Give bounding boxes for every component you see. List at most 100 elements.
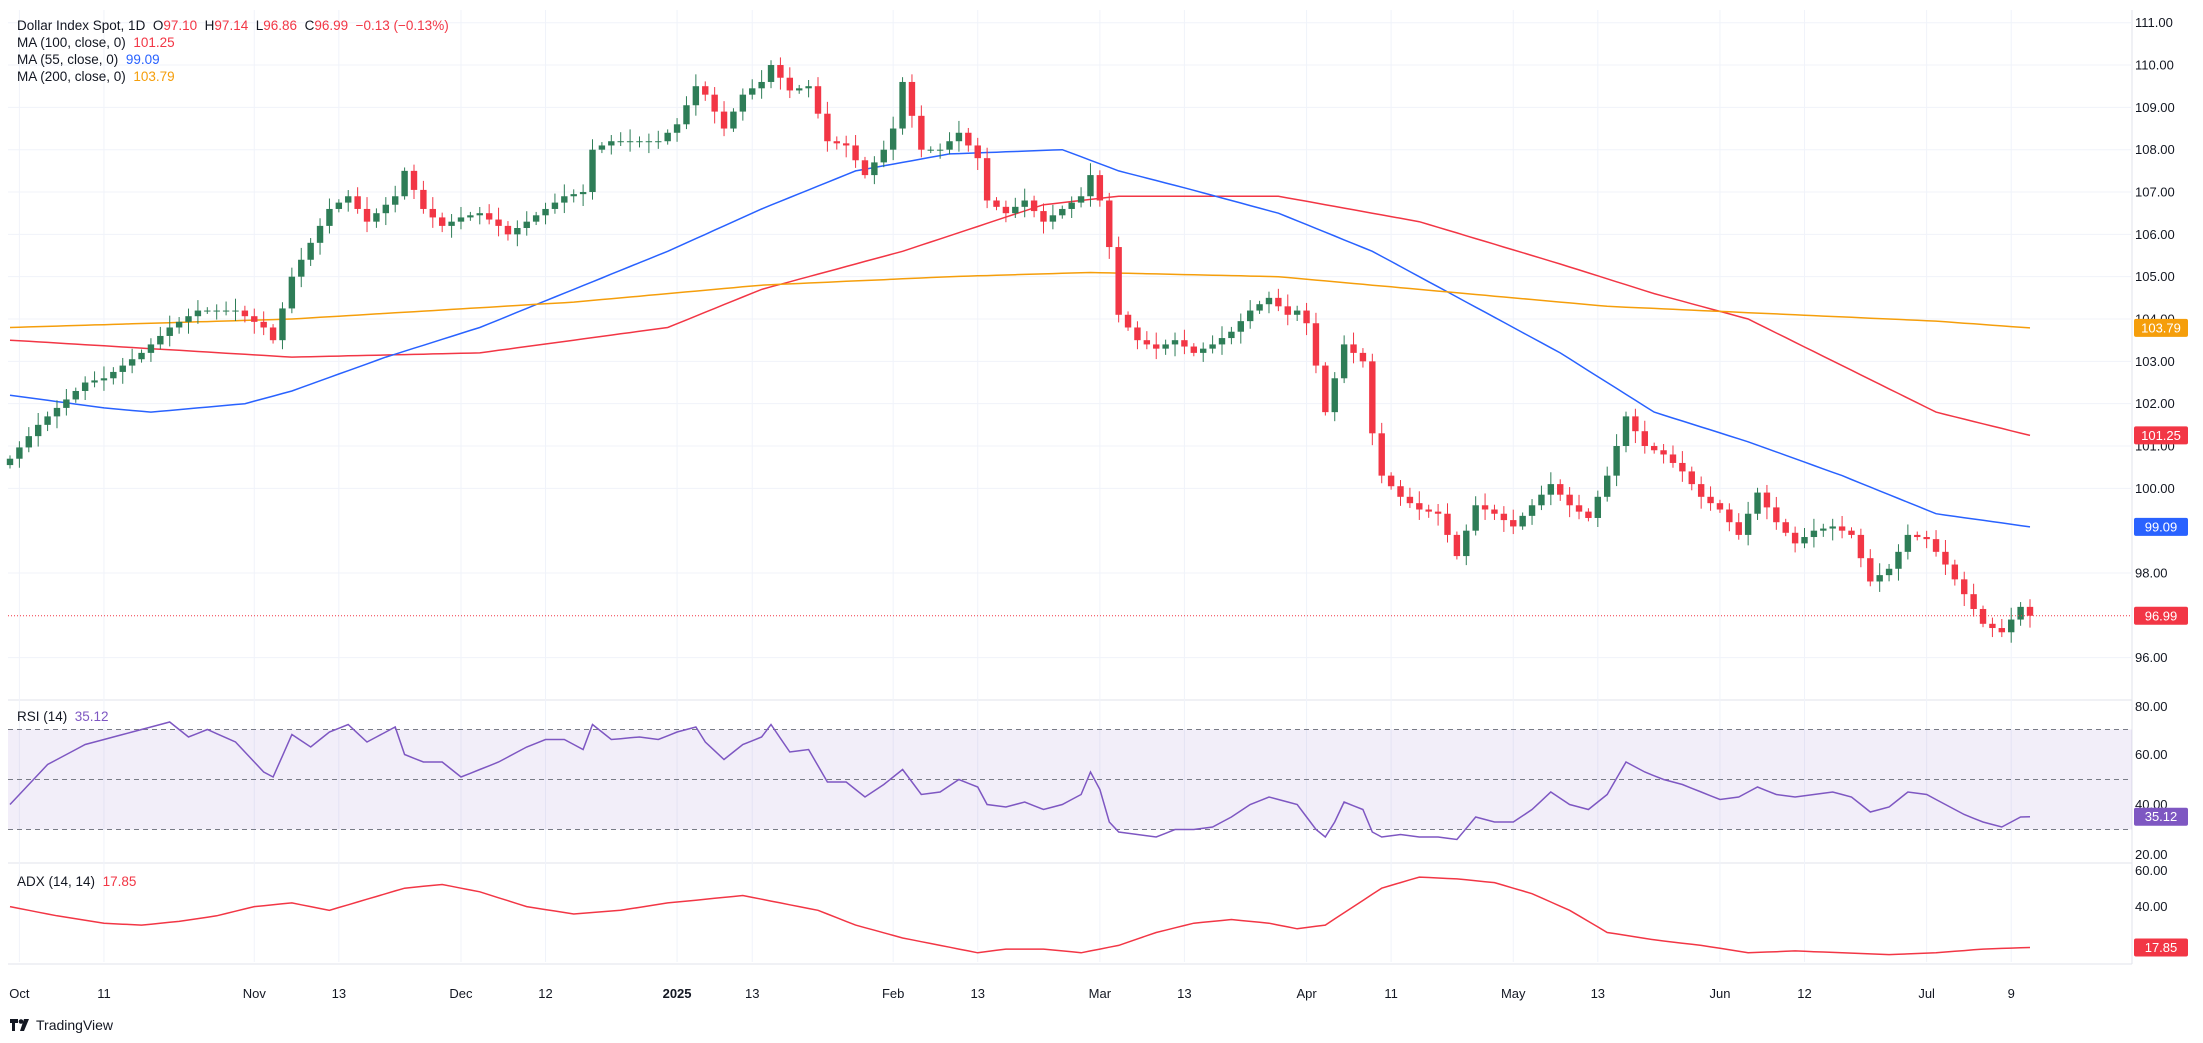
legend-ma200-row[interactable]: MA (200, close, 0) 103.79 [17,68,449,85]
candle-body [918,115,925,150]
candle-body [1585,511,1592,518]
candle [1331,372,1338,422]
x-tick-label: Jun [1709,986,1730,1001]
adx-label: ADX (14, 14) [17,874,96,889]
legend-symbol-row[interactable]: Dollar Index Spot, 1D O97.10 H97.14 L96.… [17,18,449,33]
candle-body [664,132,671,142]
candle-body [485,213,493,220]
candle [1754,487,1761,520]
candle [965,127,972,152]
candle [1810,518,1818,548]
candle [1275,288,1282,312]
candle-body [702,86,709,95]
candle-body [871,162,878,176]
candle-body [110,371,117,379]
candle-body [1190,346,1198,353]
candle [1904,524,1912,560]
candle-body [1622,416,1630,447]
brand[interactable]: TradingView [10,1017,113,1033]
candle-body [81,382,89,391]
candle [561,184,568,214]
candle [138,349,145,363]
x-tick-label: 13 [1177,986,1191,1001]
rsi-legend[interactable]: RSI (14) 35.12 [17,709,109,724]
candle [589,139,596,200]
legend-ma100-row[interactable]: MA (100, close, 0) 101.25 [17,34,449,51]
candle-body [514,228,521,235]
candle [617,132,624,147]
candle [1679,451,1686,482]
candle [1472,496,1479,536]
x-tick-label: 13 [745,986,759,1001]
candle [1989,617,1996,638]
candle [63,389,70,416]
candle [1312,312,1320,374]
candle [730,108,737,132]
candle [222,301,230,316]
candle-body [1885,568,1893,576]
candle [598,142,606,154]
candle-body [899,81,906,129]
candle [1369,353,1376,446]
candle [1707,486,1714,511]
candle-body [1200,348,1207,353]
candle-body [833,141,840,144]
candle [683,96,690,130]
candle-body [119,365,126,372]
candle [1359,348,1367,368]
adx-legend[interactable]: ADX (14, 14) 17.85 [17,874,136,889]
candle [279,302,286,350]
candle-body [1021,200,1028,207]
candle [1726,503,1733,532]
candle [636,136,643,148]
candle [1566,487,1573,518]
candle-body [842,143,850,146]
candle-body [476,213,483,216]
y-tick-label: 98.00 [2135,566,2168,581]
x-tick-label: Mar [1089,986,1112,1001]
candle [946,132,953,155]
candle-body [1519,515,1526,527]
candle [1773,496,1780,530]
candle [1218,326,1226,355]
candle [1049,204,1057,230]
high-value: 97.14 [214,18,249,33]
candle [420,180,427,214]
candle [1434,504,1442,526]
candle-body [1303,310,1310,324]
candle [1998,619,2006,638]
candle [889,116,897,161]
candle-body [965,132,972,146]
candle [1970,583,1977,617]
candle-body [1406,496,1414,504]
candle [1162,339,1169,355]
candle [382,197,390,226]
candle [824,101,831,152]
candle [401,167,408,200]
candle [570,189,577,203]
candle-body [138,352,145,360]
candle [1519,512,1526,530]
candle-body [166,327,173,336]
x-tick-label: Dec [449,986,473,1001]
candle [1425,504,1432,518]
candle-body [523,221,530,229]
candle-body [392,196,399,205]
y-tick-label: 109.00 [2135,100,2175,115]
candle [1265,291,1273,314]
candle [1190,343,1198,357]
legend-ma55-row[interactable]: MA (55, close, 0) 99.09 [17,51,449,68]
candle [777,57,784,90]
candle [1951,559,1959,586]
candle [927,146,934,154]
y-tick-label: 106.00 [2135,227,2175,242]
rsi-badge [2134,807,2188,826]
y-tick-label: 102.00 [2135,396,2175,411]
candle [44,411,51,432]
candle [1838,516,1846,539]
candle-body [1735,522,1742,535]
ma200-value: 103.79 [133,69,175,84]
candle [918,105,925,158]
candle [1030,195,1038,218]
candle-body [608,141,615,146]
